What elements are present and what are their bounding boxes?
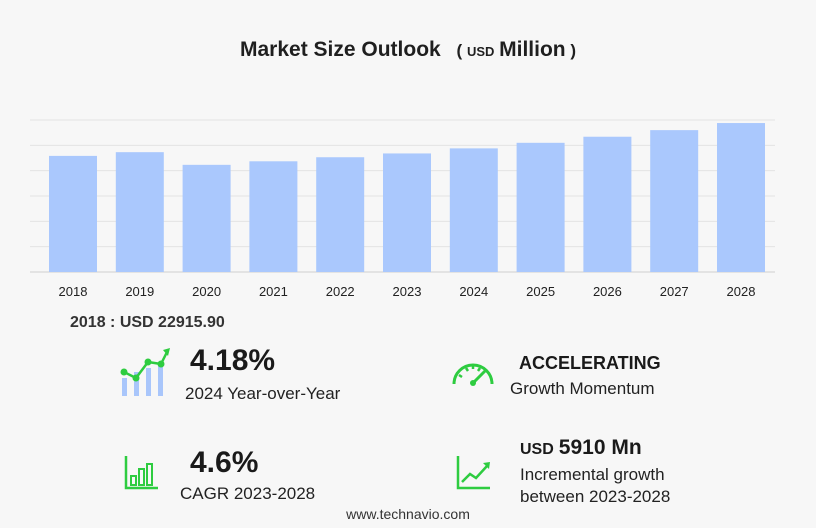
- x-tick-label: 2028: [727, 284, 756, 299]
- x-tick-label: 2023: [393, 284, 422, 299]
- x-tick-label: 2026: [593, 284, 622, 299]
- chart-unit-prefix: USD: [466, 44, 495, 59]
- momentum-value: ACCELERATING: [519, 353, 661, 373]
- incremental-label-2: between 2023-2028: [520, 487, 671, 506]
- speedometer-icon: [452, 363, 494, 386]
- bar-2024: [449, 148, 498, 272]
- bar-2018: [49, 155, 97, 272]
- trend-line-icon: [456, 456, 490, 490]
- incremental-amount: 5910 Mn: [558, 436, 642, 459]
- cagr-value: 4.6%: [190, 446, 259, 479]
- bar-2019: [115, 152, 164, 272]
- bar-2023: [383, 153, 431, 272]
- bar-2026: [583, 136, 632, 272]
- x-tick-label: 2024: [459, 284, 488, 299]
- bar-chart: 2018 2019 2020 2021 2022 2023 2024 2025 2026 2027…: [30, 119, 775, 299]
- bar-2027: [650, 130, 699, 272]
- incremental-prefix: USD: [520, 441, 554, 458]
- bar-chart-icon: [124, 456, 158, 490]
- bar-2020: [182, 164, 231, 272]
- chart-title-text: Market Size Outlook: [239, 38, 441, 61]
- x-tick-label: 2019: [125, 284, 154, 299]
- bar-2025: [516, 142, 565, 272]
- base-year-value: 2018 : USD 22915.90: [70, 314, 225, 331]
- chart-x-ticks: 2018 2019 2020 2021 2022 2023 2024 2025 2026 2027…: [59, 284, 756, 299]
- yoy-label: 2024 Year-over-Year: [185, 384, 341, 403]
- cagr-label: CAGR 2023-2028: [180, 484, 316, 503]
- chart-bars: [49, 123, 765, 272]
- yoy-value: 4.18%: [190, 344, 276, 377]
- momentum-label: Growth Momentum: [510, 379, 655, 398]
- incremental-label-1: Incremental growth: [520, 465, 665, 484]
- x-tick-label: 2025: [526, 284, 555, 299]
- incremental-value: USD 5910 Mn: [520, 436, 642, 460]
- bar-2022: [316, 157, 365, 272]
- x-tick-label: 2020: [192, 284, 221, 299]
- x-tick-label: 2022: [326, 284, 355, 299]
- bar-2021: [249, 161, 298, 272]
- chart-unit-suffix: Million: [499, 38, 566, 61]
- chart-title: Market Size Outlook ( USD Million ): [0, 38, 816, 62]
- chart-unit: ( USD Million ): [456, 38, 577, 61]
- x-tick-label: 2021: [259, 284, 288, 299]
- bar-trend-icon: [120, 348, 170, 396]
- bar-2028: [717, 123, 765, 272]
- footer-url: www.technavio.com: [346, 506, 470, 522]
- x-tick-label: 2018: [59, 284, 88, 299]
- x-tick-label: 2027: [660, 284, 689, 299]
